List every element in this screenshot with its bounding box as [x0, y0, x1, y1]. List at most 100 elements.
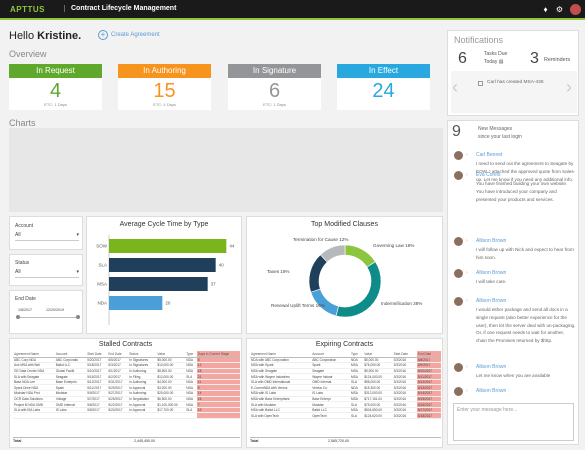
table-cell: NDA	[185, 390, 197, 397]
donut-slice-taxes[interactable]	[308, 254, 328, 293]
cycle-time-bar-chart: SOW 44 SLA 40 MSA 37 NDA 20	[96, 235, 235, 325]
table-row[interactable]	[13, 412, 240, 419]
status-card-request[interactable]: In Request 4 ETC: 1 Days	[9, 64, 102, 110]
table-row[interactable]: Project M NDA OMD OMD Internat 5/6/2017 5/2…	[13, 401, 240, 408]
donut-slice-governing-law[interactable]	[344, 244, 376, 268]
category-label: SOW	[96, 244, 108, 249]
column-header[interactable]: Account	[311, 351, 350, 358]
status-card-effect[interactable]: In Effect 24	[337, 64, 430, 110]
bar-msa[interactable]	[109, 277, 208, 291]
column-header[interactable]: Account	[54, 351, 87, 358]
column-header[interactable]: Agreement Name	[250, 351, 312, 358]
table-row[interactable]: NDA with ABC Corporation ABC Corporation N…	[250, 357, 441, 364]
table-cell: ABC Corp NDA	[13, 357, 55, 364]
sender-name[interactable]: Carl Bennet	[476, 152, 503, 158]
notification-checkbox[interactable]	[478, 81, 483, 86]
table-cell: 3/3/2016	[392, 368, 417, 375]
table-cell: 5/14/2017	[416, 390, 441, 397]
table-cell: NDA	[185, 396, 197, 403]
tasks-count[interactable]: 6	[458, 50, 467, 67]
table-row[interactable]: Ace MSA with Bell Ballot LLC 5/18/2017 6/3/…	[13, 362, 240, 369]
column-header[interactable]: Type	[185, 351, 197, 358]
modified-clauses-panel: Top Modified Clauses Governing Law 16% In…	[246, 216, 443, 334]
table-row[interactable]: SLA with ISA Labs IS Labs 5/5/2017 5/20/201…	[13, 407, 240, 414]
table-cell: $76,000.00	[363, 362, 393, 369]
table-row[interactable]: MSA with IS Labs IS Labs MSA $312,000.00 3/3…	[250, 390, 441, 397]
table-cell: $124,620.00	[363, 412, 393, 419]
chevron-right-icon[interactable]: ›	[566, 77, 572, 97]
sender-name[interactable]: Eva Coreis	[476, 172, 501, 178]
table-row[interactable]: SLA with OpenTech OpenTech SLA $124,620.00 3…	[250, 412, 441, 419]
table-cell: IS Labs	[54, 407, 87, 414]
slider-handle-end[interactable]	[76, 315, 80, 319]
sender-name[interactable]: Allison Brown	[476, 270, 507, 276]
column-header[interactable]: End Date	[416, 351, 441, 358]
table-cell: 3/3/2016	[392, 362, 417, 369]
table-row[interactable]: SLA with Seagate Seagate 5/15/2017 6/2/2017…	[13, 373, 240, 380]
table-cell: NDA	[185, 379, 197, 386]
table-row[interactable]: MSA with Wayne Industries Wayne Industr MS…	[250, 373, 441, 380]
table-cell: In Authoring	[128, 390, 157, 397]
column-header[interactable]: Value	[156, 351, 186, 358]
table-row[interactable]: Spark Drive NDA Spark 5/11/2017 5/29/2017 In…	[13, 384, 240, 392]
sender-name[interactable]: Allison Brown	[476, 388, 507, 394]
table-row[interactable]: Modstar NDA Prot Modstar 5/9/2017 5/27/2017…	[13, 390, 240, 397]
table-cell: 5/7/2017	[86, 396, 108, 403]
notification-item: Carl has created MSA-436	[487, 80, 544, 85]
gear-icon[interactable]: ⚙	[555, 5, 564, 14]
column-header[interactable]: Start Date	[86, 351, 108, 358]
status-card-signature[interactable]: In Signature 6 ETC: 1 Days	[228, 64, 321, 110]
bar-nda[interactable]	[109, 296, 163, 310]
table-row[interactable]: GE Data Center NDA Global Facilit 5/10/201…	[13, 368, 240, 375]
table-cell: Spark Drive NDA	[13, 384, 55, 392]
donut-slice-indemnification[interactable]	[335, 261, 382, 318]
bar-sow[interactable]	[109, 239, 227, 253]
column-header[interactable]: Start Date	[392, 351, 417, 358]
table-row[interactable]: SLA with Modstar Modstar SLA $75,000.00 3/3/…	[250, 401, 441, 408]
table-row[interactable]: SLA with OMD International OMD Internat SL…	[250, 379, 441, 386]
message-input[interactable]: Enter your message here...	[453, 403, 574, 441]
sender-name[interactable]: Allison Brown	[476, 364, 507, 370]
create-agreement-link[interactable]: + Create Agreement	[98, 30, 160, 40]
slider-handle-start[interactable]	[16, 315, 20, 319]
table-row[interactable]: Base NDA Lee Base Enterpris 5/12/2017 5/31/…	[13, 379, 240, 386]
column-header[interactable]: End Date	[107, 351, 129, 358]
sender-name[interactable]: Allison Brown	[476, 238, 507, 244]
table-cell: In Authoring	[128, 368, 157, 375]
sender-name[interactable]: Allison Brown	[476, 298, 507, 304]
reminders-count[interactable]: 3	[530, 50, 539, 67]
bell-icon[interactable]: ♦	[543, 5, 548, 14]
column-header[interactable]: Agreement Name	[13, 351, 55, 358]
apttus-logo[interactable]: APTTUS	[10, 5, 45, 14]
account-select[interactable]: All ▾	[15, 232, 79, 241]
status-select[interactable]: All ▾	[15, 269, 79, 278]
date-to[interactable]: 12/20/2019	[46, 308, 64, 312]
date-from[interactable]: 1/8/2017	[18, 308, 32, 312]
table-row[interactable]: MSA with Ballot LLC Ballot LLC MSA $504,650…	[250, 407, 441, 414]
table-row[interactable]: E-CommNDA with Ventus Ventus Co. NDA $15,30…	[250, 384, 441, 392]
date-range-slider-track[interactable]	[18, 317, 78, 318]
table-row[interactable]: MSA with Base Enterprises Base Enterpr MSA…	[250, 396, 441, 403]
table-row[interactable]: ABC Corp NDA ABC Corporatio 5/20/2017 6/5/2…	[13, 357, 240, 364]
column-header[interactable]: Days in Current Stage	[196, 351, 240, 358]
column-header[interactable]: Value	[363, 351, 393, 358]
stalled-total-row: Total 2,445,450.00	[13, 437, 240, 443]
stalled-contracts-table: Agreement Name Account Start Date End Date S…	[13, 351, 240, 419]
table-cell: 6/5/2017	[107, 357, 129, 364]
table-row[interactable]: MSA with Spark Spark MSA $76,000.00 3/3/2016…	[250, 362, 441, 369]
column-header[interactable]: Type	[350, 351, 364, 358]
donut-slice-termination-for-cause[interactable]	[319, 244, 346, 263]
status-card-authoring[interactable]: In Authoring 15 ETC: 4 Days	[118, 64, 211, 110]
table-cell: ABC Corporatio	[54, 357, 87, 364]
chevron-left-icon[interactable]: ‹	[452, 77, 458, 97]
stalled-contracts-panel: Stalled Contracts Agreement Name Account S…	[9, 338, 242, 448]
column-header[interactable]: Status	[128, 351, 157, 358]
slice-label: Governing Law 16%	[373, 243, 414, 248]
bar-sla[interactable]	[109, 258, 216, 272]
user-avatar[interactable]	[570, 4, 581, 15]
bar-value-label: 37	[211, 282, 217, 287]
table-cell: In Signatures	[128, 357, 157, 364]
table-cell: Ventus Co.	[311, 384, 350, 392]
table-row[interactable]: OCR Data Solutions Voltage 5/7/2017 5/25/20…	[13, 396, 240, 403]
table-row[interactable]: MSA with Seagate Seagate MSA $9,900.00 3/3/2…	[250, 368, 441, 375]
